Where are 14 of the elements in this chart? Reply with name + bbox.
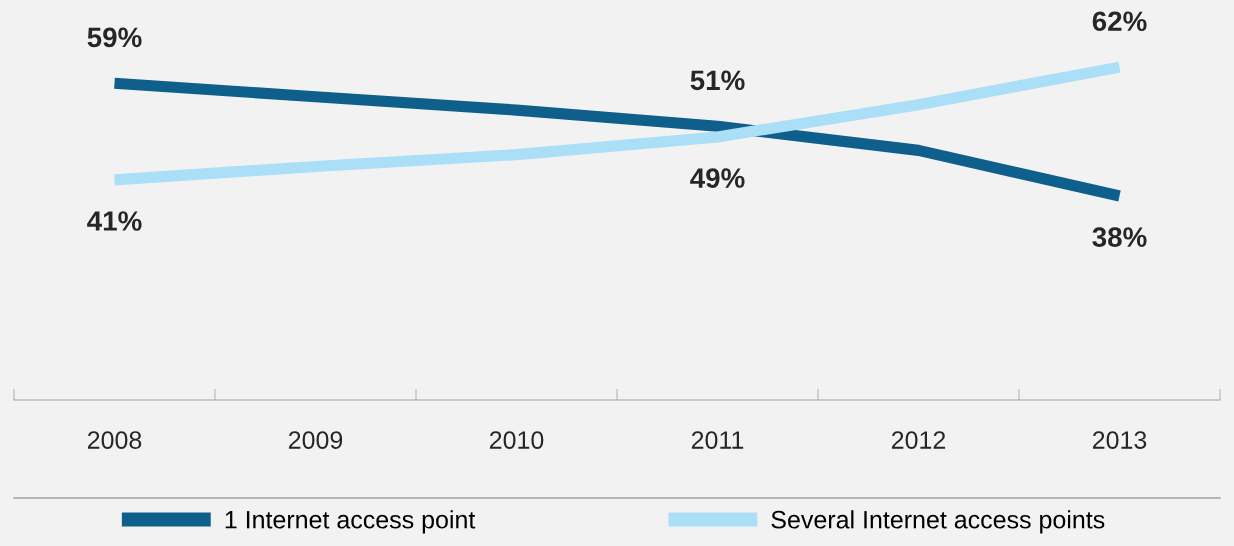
data-label: 41% — [87, 211, 142, 231]
data-label: 49% — [690, 168, 745, 188]
data-label: 38% — [1092, 227, 1147, 247]
x-tick-label: 2012 — [891, 431, 946, 449]
x-tick-label: 2008 — [87, 431, 142, 449]
data-label: 51% — [690, 70, 745, 91]
legend-label: 1 Internet access point — [225, 510, 476, 534]
data-label: 59% — [87, 27, 142, 48]
x-tick-label: 2013 — [1092, 431, 1147, 449]
x-tick-label: 2009 — [288, 431, 343, 449]
legend-label: Several Internet access points — [771, 510, 1105, 534]
data-label: 62% — [1092, 11, 1147, 32]
x-tick-label: 2011 — [691, 431, 744, 449]
x-tick-label: 2010 — [489, 431, 544, 449]
